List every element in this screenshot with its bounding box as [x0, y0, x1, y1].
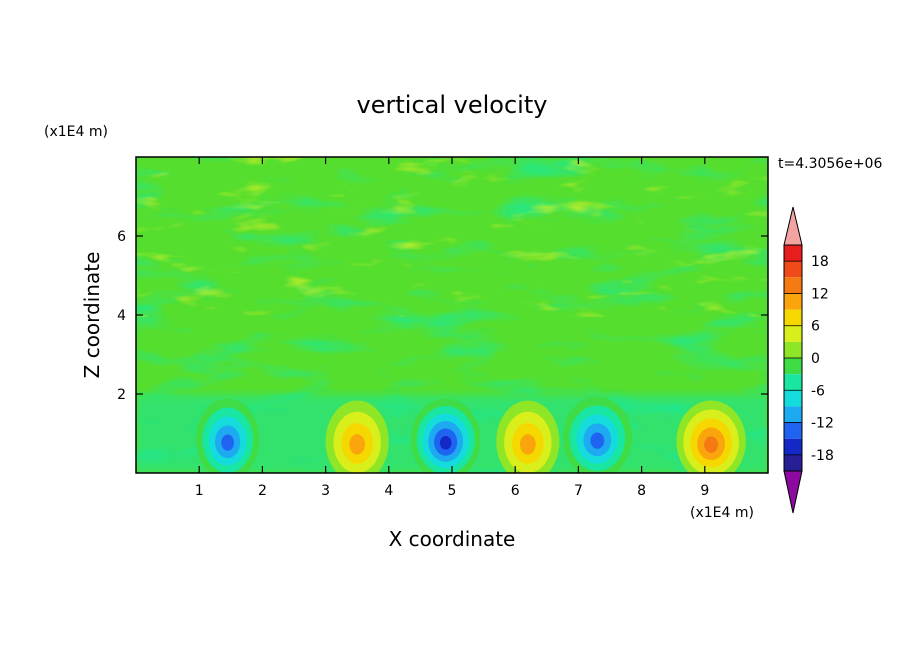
x-tick-label: 4 — [384, 483, 393, 499]
colorbar-tick-label: -18 — [811, 448, 834, 464]
x-tick-label: 7 — [574, 483, 583, 499]
colorbar-tick-label: 12 — [811, 286, 829, 302]
colorbar-tick-label: -12 — [811, 416, 834, 432]
colorbar-level — [784, 293, 802, 310]
y-axis: 2 4 6 — [117, 229, 768, 403]
colorbar-level — [784, 277, 802, 294]
y-tick-label: 4 — [117, 308, 126, 324]
cell-contour — [704, 436, 719, 453]
convective-cell-4 — [496, 400, 560, 473]
colorbar-level — [784, 341, 802, 358]
colorbar-tick-label: 0 — [811, 351, 820, 367]
x-unit-label: (x1E4 m) — [690, 505, 754, 521]
cell-contour — [519, 434, 536, 455]
cell-contour — [590, 432, 605, 449]
convective-cell-1 — [196, 398, 260, 473]
chart-title: vertical velocity — [357, 91, 548, 119]
cell-contour — [349, 434, 366, 455]
x-tick-label: 8 — [637, 483, 646, 499]
colorbar-tick-label: 6 — [811, 319, 820, 335]
colorbar-tick-label: 18 — [811, 254, 829, 270]
field-texture-warm — [136, 157, 768, 317]
time-label: t=4.3056e+06 — [778, 156, 882, 172]
colorbar-level — [784, 374, 802, 391]
x-tick-label: 9 — [700, 483, 709, 499]
x-tick-label: 1 — [195, 483, 204, 499]
colorbar-under-arrow — [783, 470, 803, 514]
cell-contour — [439, 435, 452, 450]
colorbar-level — [784, 422, 802, 439]
y-unit-label: (x1E4 m) — [44, 124, 108, 140]
colorbar-level — [784, 325, 802, 342]
colorbar-level — [784, 390, 802, 407]
x-axis-label: X coordinate — [389, 527, 516, 551]
colorbar-level — [784, 438, 802, 455]
y-tick-label: 2 — [117, 387, 126, 403]
plot-area — [136, 157, 768, 473]
x-axis: 1 2 3 4 5 6 7 8 9 — [195, 157, 709, 499]
colorbar-level — [784, 406, 802, 423]
colorbar-level — [784, 261, 802, 278]
x-tick-label: 3 — [321, 483, 330, 499]
convective-cell-3 — [410, 398, 481, 473]
colorbar-over-arrow — [783, 206, 803, 246]
y-tick-label: 6 — [117, 229, 126, 245]
colorbar-level — [784, 309, 802, 326]
colorbar-tick-label: -6 — [811, 383, 825, 399]
x-tick-label: 6 — [511, 483, 520, 499]
convective-cell-2 — [325, 400, 389, 473]
convective-cell-5 — [562, 396, 633, 473]
colorbar-level — [784, 454, 802, 471]
convective-cell-6 — [676, 400, 746, 473]
convective-cells — [196, 396, 746, 473]
colorbar: 18 12 6 0 -6 -12 -18 — [783, 206, 834, 514]
y-axis-label: Z coordinate — [80, 252, 104, 379]
x-tick-label: 2 — [258, 483, 267, 499]
colorbar-level — [784, 358, 802, 375]
colorbar-level — [784, 245, 802, 262]
cell-contour — [221, 434, 234, 451]
x-tick-label: 5 — [448, 483, 457, 499]
